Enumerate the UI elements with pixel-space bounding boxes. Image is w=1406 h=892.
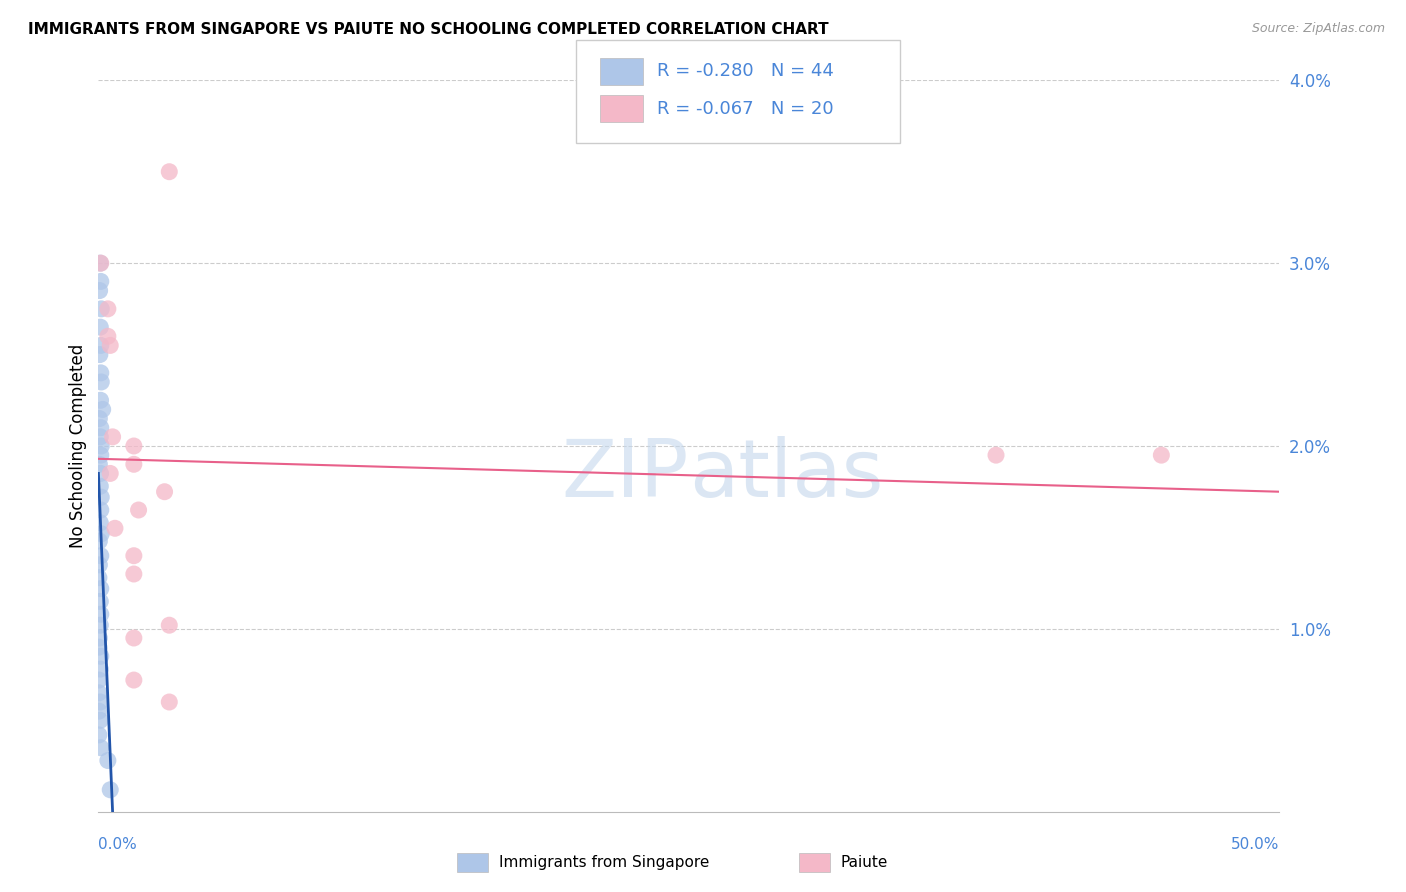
Point — [122, 673, 145, 687]
Point — [122, 567, 145, 582]
Point — [89, 430, 111, 444]
Point — [87, 704, 110, 718]
Point — [91, 402, 114, 417]
Point — [90, 607, 112, 622]
Y-axis label: No Schooling Completed: No Schooling Completed — [69, 344, 87, 548]
Text: atlas: atlas — [689, 436, 883, 515]
Point — [90, 366, 112, 380]
Point — [90, 526, 112, 541]
Point — [97, 329, 120, 343]
Point — [89, 458, 111, 472]
Point — [90, 549, 112, 563]
Point — [153, 484, 176, 499]
Point — [89, 714, 111, 728]
Point — [89, 618, 111, 632]
Text: R = -0.280   N = 44: R = -0.280 N = 44 — [657, 62, 834, 80]
Point — [89, 284, 111, 298]
Point — [89, 534, 111, 549]
Point — [89, 558, 111, 572]
Point — [90, 448, 112, 462]
Point — [87, 571, 110, 585]
Point — [87, 673, 110, 687]
Point — [90, 393, 112, 408]
Point — [89, 411, 111, 425]
Point — [97, 754, 120, 768]
Point — [87, 640, 110, 655]
Point — [89, 256, 111, 270]
Point — [89, 320, 111, 334]
Point — [122, 631, 145, 645]
Point — [122, 458, 145, 472]
Text: Paiute: Paiute — [841, 855, 889, 870]
Point — [157, 164, 180, 178]
Point — [90, 582, 112, 596]
Text: 0.0%: 0.0% — [98, 837, 138, 852]
Point — [1150, 448, 1173, 462]
Point — [90, 740, 112, 755]
Point — [89, 479, 111, 493]
Point — [98, 782, 121, 797]
Point — [90, 439, 112, 453]
Point — [98, 338, 121, 352]
Point — [157, 695, 180, 709]
Text: Source: ZipAtlas.com: Source: ZipAtlas.com — [1251, 22, 1385, 36]
Point — [89, 695, 111, 709]
Point — [98, 467, 121, 481]
Point — [122, 549, 145, 563]
Text: Immigrants from Singapore: Immigrants from Singapore — [499, 855, 710, 870]
Point — [90, 420, 112, 434]
Point — [89, 594, 111, 608]
Point — [97, 301, 120, 316]
Text: ZIP: ZIP — [561, 436, 689, 515]
Point — [101, 430, 124, 444]
Point — [89, 516, 111, 530]
Point — [90, 503, 112, 517]
Point — [90, 649, 112, 664]
Point — [90, 375, 112, 389]
Text: R = -0.067   N = 20: R = -0.067 N = 20 — [657, 100, 834, 118]
Point — [122, 439, 145, 453]
Point — [89, 347, 111, 362]
Point — [90, 256, 112, 270]
Point — [128, 503, 150, 517]
Point — [90, 467, 112, 481]
Point — [104, 521, 127, 535]
Point — [157, 618, 180, 632]
Point — [87, 686, 110, 700]
Point — [87, 728, 110, 742]
Text: IMMIGRANTS FROM SINGAPORE VS PAIUTE NO SCHOOLING COMPLETED CORRELATION CHART: IMMIGRANTS FROM SINGAPORE VS PAIUTE NO S… — [28, 22, 828, 37]
Point — [90, 490, 112, 504]
Text: 50.0%: 50.0% — [1232, 837, 1279, 852]
Point — [90, 301, 112, 316]
Point — [89, 662, 111, 676]
Point — [90, 275, 112, 289]
Point — [89, 631, 111, 645]
Point — [984, 448, 1007, 462]
Point — [90, 338, 112, 352]
